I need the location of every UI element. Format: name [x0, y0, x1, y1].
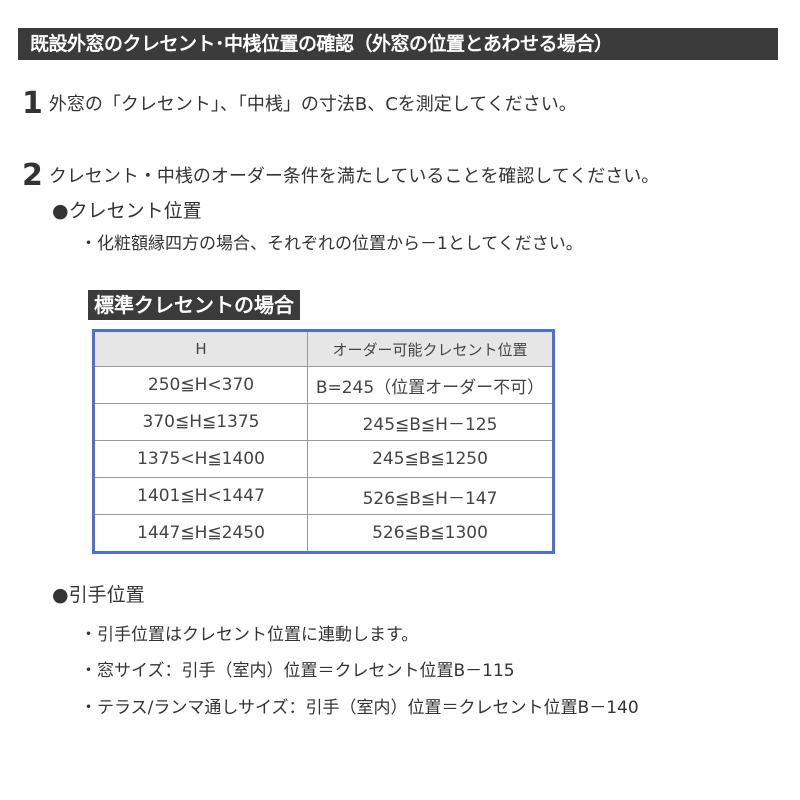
table-cell: 245≦B≦1250: [307, 440, 554, 478]
handle-note: ・テラス/ランマ通しサイズ：引手（室内）位置＝クレセント位置B－140: [80, 698, 639, 718]
table-row: 370≦H≦1375 245≦B≦H－125: [93, 403, 554, 441]
table-row: 250≦H<370 B=245（位置オーダー不可）: [93, 366, 554, 404]
table-cell: B=245（位置オーダー不可）: [307, 366, 554, 404]
step-1: 1 外窓の「クレセント」、「中桟」の寸法B、Cを測定してください。: [22, 86, 577, 121]
table-cell: 1447≦H≦2450: [93, 514, 308, 553]
table-row: 1447≦H≦2450 526≦B≦1300: [93, 514, 554, 553]
table-cell: 526≦B≦H－147: [307, 477, 554, 515]
table-cell: 1375<H≦1400: [93, 440, 308, 478]
step-text: 外窓の「クレセント」、「中桟」の寸法B、Cを測定してください。: [48, 94, 577, 115]
crescent-note: ・化粧額縁四方の場合、それぞれの位置から－1としてください。: [80, 234, 583, 254]
table-cell: 1401≦H<1447: [93, 477, 308, 515]
table-cell: 250≦H<370: [93, 366, 308, 404]
header-cell: オーダー可能クレセント位置: [307, 330, 554, 367]
table-header-row: H オーダー可能クレセント位置: [93, 330, 554, 367]
table-row: 1401≦H<1447 526≦B≦H－147: [93, 477, 554, 515]
crescent-heading: ●クレセント位置: [52, 200, 202, 222]
section-title: 既設外窓のクレセント･中桟位置の確認（外窓の位置とあわせる場合）: [18, 28, 778, 60]
step-text: クレセント・中桟のオーダー条件を満たしていることを確認してください。: [48, 166, 660, 187]
table-row: 1375<H≦1400 245≦B≦1250: [93, 440, 554, 478]
handle-heading: ●引手位置: [52, 584, 145, 606]
table-label: 標準クレセントの場合: [88, 290, 300, 320]
step-number: 1: [22, 86, 43, 121]
table-cell: 526≦B≦1300: [307, 514, 554, 553]
step-number: 2: [22, 158, 43, 193]
header-cell: H: [93, 330, 308, 367]
table-cell: 245≦B≦H－125: [307, 403, 554, 441]
crescent-table: H オーダー可能クレセント位置 250≦H<370 B=245（位置オーダー不可）…: [92, 329, 555, 554]
table-cell: 370≦H≦1375: [93, 403, 308, 441]
handle-note: ・窓サイズ：引手（室内）位置＝クレセント位置B－115: [80, 661, 515, 681]
handle-note: ・引手位置はクレセント位置に連動します。: [80, 625, 419, 645]
step-2: 2 クレセント・中桟のオーダー条件を満たしていることを確認してください。: [22, 158, 659, 193]
